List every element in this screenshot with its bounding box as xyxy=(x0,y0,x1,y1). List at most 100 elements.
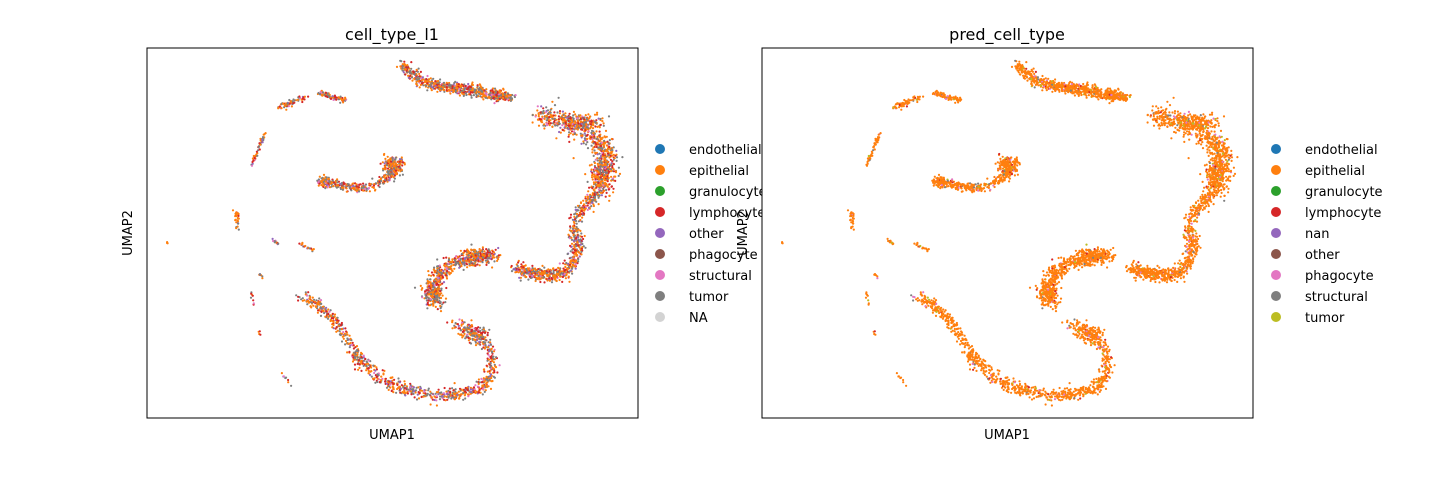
cell-point xyxy=(531,114,534,117)
cell-point xyxy=(596,159,599,162)
cell-point xyxy=(357,186,360,189)
cell-point xyxy=(606,140,609,143)
cell-point xyxy=(478,264,481,267)
cell-point xyxy=(531,268,534,272)
cell-point xyxy=(605,135,608,138)
cell-point xyxy=(343,332,346,335)
cell-point xyxy=(346,351,349,354)
cell-point xyxy=(477,378,480,381)
cell-point xyxy=(482,98,485,101)
cell-point xyxy=(403,60,406,63)
cell-point xyxy=(345,330,348,333)
cell-point xyxy=(549,119,552,122)
cell-point xyxy=(439,89,442,92)
cell-point xyxy=(494,366,498,369)
cell-point xyxy=(561,275,565,279)
cell-point xyxy=(540,105,543,108)
cell-point xyxy=(522,266,525,269)
cell-point xyxy=(611,150,614,153)
cell-point xyxy=(580,220,584,223)
cell-point xyxy=(282,102,285,105)
cell-point xyxy=(602,177,605,180)
cell-point xyxy=(547,268,550,271)
cell-point xyxy=(324,315,327,318)
cell-point xyxy=(367,187,371,190)
cell-point xyxy=(282,375,285,378)
cell-point xyxy=(355,183,358,186)
cell-point xyxy=(612,177,615,180)
cell-point xyxy=(552,267,555,270)
cell-point xyxy=(433,284,436,287)
cell-point xyxy=(460,321,464,324)
cell-point xyxy=(599,165,602,168)
cell-point xyxy=(582,245,585,248)
cell-point xyxy=(400,384,403,387)
cell-point xyxy=(574,267,577,270)
cell-point xyxy=(545,106,548,109)
cell-point xyxy=(450,267,453,270)
cell-point xyxy=(598,190,601,194)
cell-point xyxy=(362,354,365,357)
cell-point xyxy=(353,368,357,371)
cell-point xyxy=(605,191,608,194)
cell-point xyxy=(558,262,561,265)
cell-point xyxy=(572,157,575,160)
cell-point xyxy=(577,250,580,254)
cell-point xyxy=(482,336,485,339)
cell-point xyxy=(491,89,494,92)
cell-point xyxy=(495,93,498,97)
cell-point xyxy=(603,169,607,172)
cell-point xyxy=(387,160,390,163)
cell-point xyxy=(490,93,493,96)
cell-point xyxy=(462,268,465,271)
cell-point xyxy=(469,87,472,91)
cell-point xyxy=(485,248,488,251)
cell-point xyxy=(449,390,452,394)
cell-point xyxy=(506,92,509,95)
cell-point xyxy=(596,173,600,176)
cell-point xyxy=(613,157,616,160)
cell-point xyxy=(166,241,169,244)
cell-point xyxy=(582,203,586,206)
cell-point xyxy=(528,275,532,278)
cell-point xyxy=(386,155,389,158)
cell-point xyxy=(559,116,562,119)
cell-point xyxy=(389,157,392,160)
cell-point xyxy=(401,69,404,72)
cell-point xyxy=(556,122,559,125)
cell-point xyxy=(428,393,431,396)
cell-point xyxy=(459,329,462,332)
cell-point xyxy=(434,80,437,83)
cell-point xyxy=(320,310,323,313)
cell-point xyxy=(457,261,460,264)
cell-point xyxy=(252,299,255,302)
cell-point xyxy=(324,91,328,94)
cell-point xyxy=(432,291,435,294)
cell-point xyxy=(234,212,237,215)
cell-point xyxy=(615,156,619,159)
cell-point xyxy=(557,266,560,269)
cell-point xyxy=(318,297,321,300)
cell-point xyxy=(338,327,341,331)
cell-point xyxy=(510,270,514,273)
cell-point xyxy=(506,98,509,101)
cell-point xyxy=(604,195,607,198)
cell-point xyxy=(317,178,320,181)
cell-point xyxy=(427,83,430,86)
cell-point xyxy=(534,268,538,272)
cell-point xyxy=(271,237,274,240)
cell-point xyxy=(594,183,597,186)
cell-point xyxy=(597,188,601,191)
cell-point xyxy=(447,395,450,398)
cell-point xyxy=(231,209,235,212)
cell-point xyxy=(493,87,497,90)
cell-point xyxy=(375,182,378,185)
cell-point xyxy=(488,328,491,331)
cell-point xyxy=(235,214,238,218)
cell-point xyxy=(445,277,449,280)
cell-point xyxy=(320,93,323,96)
cell-point xyxy=(258,148,261,151)
cell-point xyxy=(451,327,454,330)
cell-point xyxy=(439,269,442,272)
legend-entry: granulocyte xyxy=(655,185,767,200)
